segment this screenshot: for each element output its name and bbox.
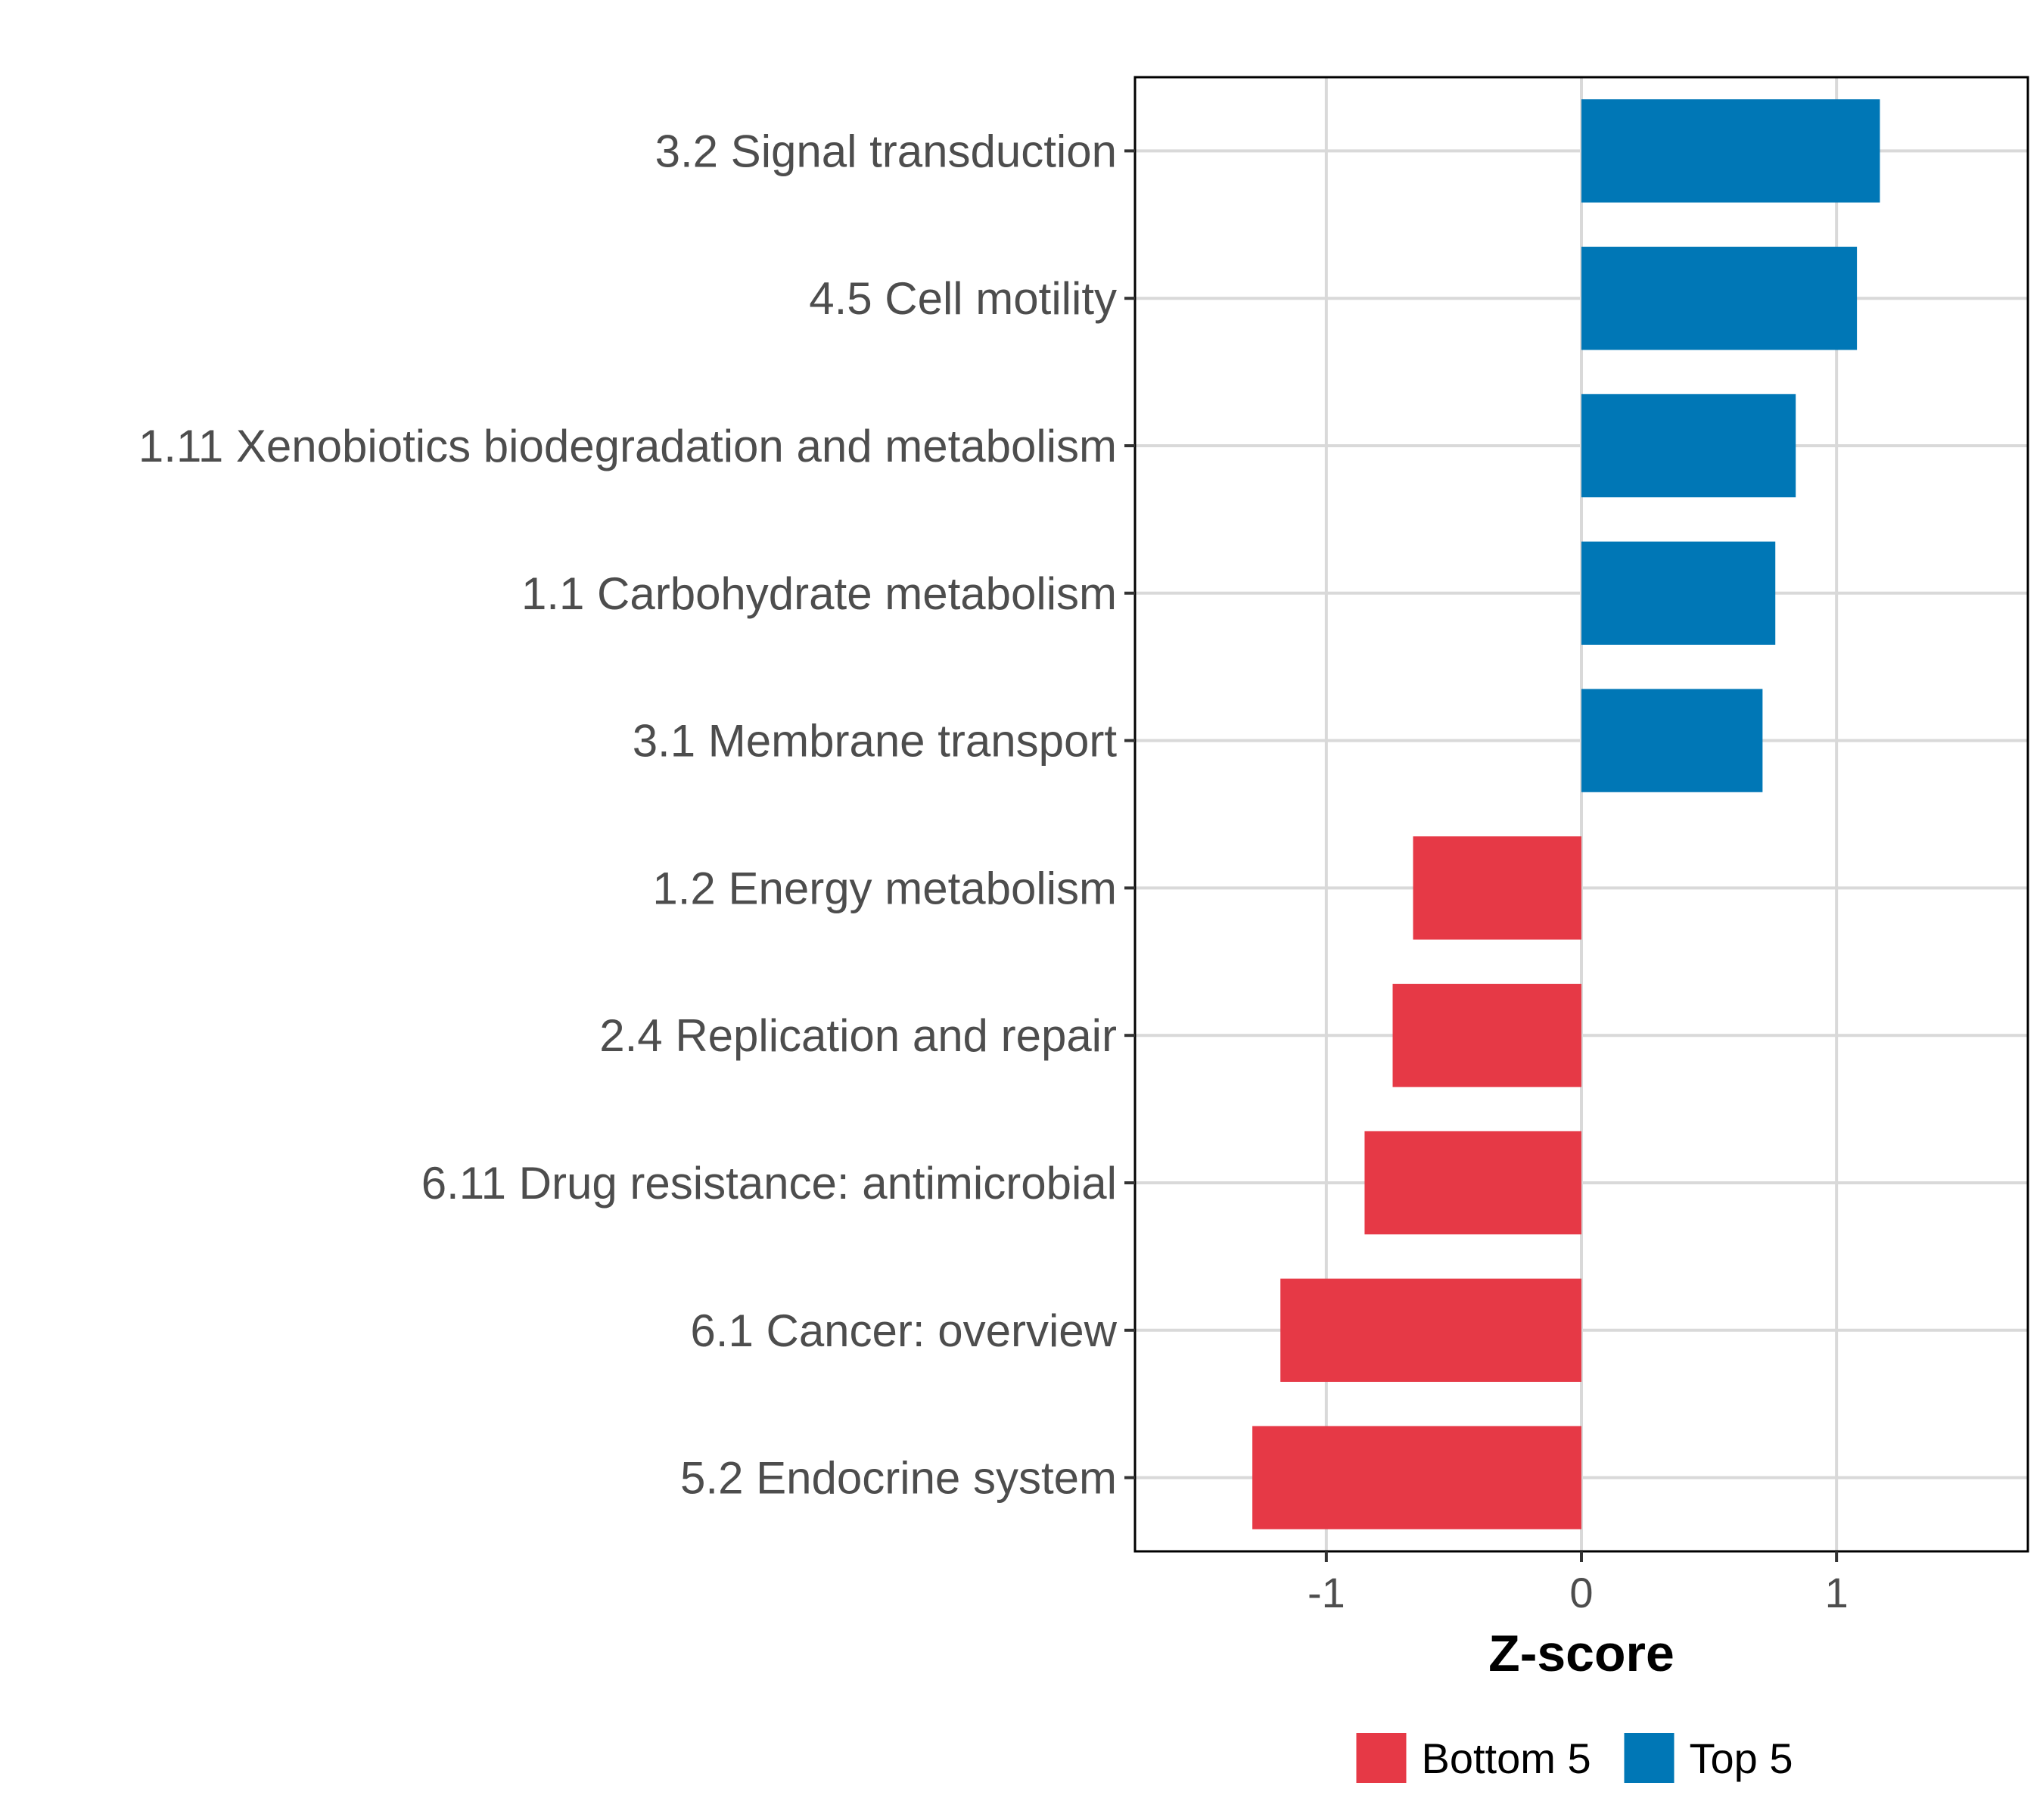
y-tick-label: 1.2 Energy metabolism xyxy=(652,863,1117,913)
bar xyxy=(1252,1426,1581,1529)
bar xyxy=(1581,394,1796,498)
bar xyxy=(1581,99,1880,203)
bar xyxy=(1581,541,1776,645)
y-tick-label: 1.1 Carbohydrate metabolism xyxy=(521,568,1117,619)
x-axis-label: Z-score xyxy=(1488,1625,1675,1682)
bar xyxy=(1581,247,1858,350)
legend-label: Bottom 5 xyxy=(1422,1734,1591,1782)
legend: Bottom 5 Top 5 xyxy=(1356,1733,1793,1783)
y-tick-label: 2.4 Replication and repair xyxy=(599,1010,1117,1061)
y-tick-label: 1.11 Xenobiotics biodegradation and meta… xyxy=(138,421,1117,471)
bars xyxy=(1252,99,1880,1529)
x-tick-label: 0 xyxy=(1569,1569,1593,1616)
legend-swatch xyxy=(1356,1733,1407,1783)
y-tick-label: 6.11 Drug resistance: antimicrobial xyxy=(421,1158,1117,1209)
bar xyxy=(1392,984,1581,1087)
y-tick-label: 5.2 Endocrine system xyxy=(680,1453,1117,1504)
bar xyxy=(1280,1278,1581,1382)
legend-label: Top 5 xyxy=(1690,1734,1793,1782)
x-tick-label: 1 xyxy=(1825,1569,1849,1616)
y-tick-label: 3.1 Membrane transport xyxy=(633,716,1118,767)
y-tick-label: 4.5 Cell motility xyxy=(809,273,1117,324)
bar xyxy=(1413,836,1581,940)
bar xyxy=(1581,689,1763,792)
legend-swatch xyxy=(1624,1733,1675,1783)
x-tick-label: -1 xyxy=(1308,1569,1345,1616)
y-tick-label: 3.2 Signal transduction xyxy=(655,126,1117,176)
y-axis: 3.2 Signal transduction 4.5 Cell motility… xyxy=(138,126,1135,1504)
y-tick-label: 6.1 Cancer: overview xyxy=(690,1305,1117,1356)
x-axis: -1 0 1 xyxy=(1308,1551,1849,1616)
bar xyxy=(1364,1131,1581,1235)
